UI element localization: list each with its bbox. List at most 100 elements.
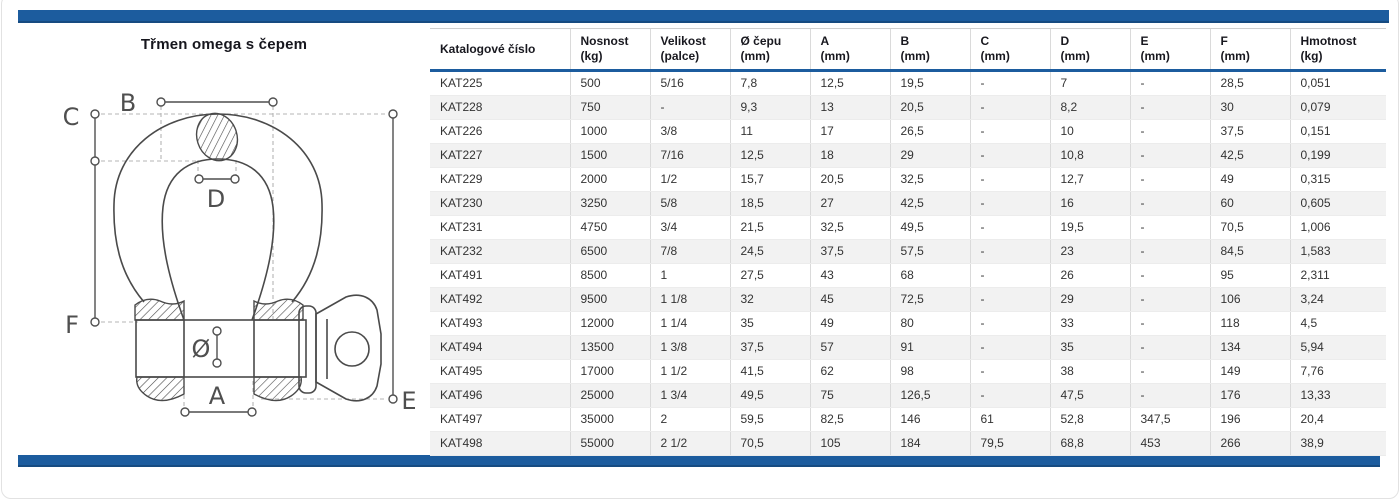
table-cell: 68,8 (1049, 431, 1130, 456)
table-cell: 82,5 (809, 407, 890, 432)
table-cell: 70,5 (729, 431, 810, 456)
table-cell: 1000 (569, 119, 650, 144)
table-cell: - (1129, 143, 1210, 168)
table-cell: 105 (809, 431, 890, 456)
table-cell: 37,5 (1209, 119, 1290, 144)
table-cell: - (969, 191, 1050, 216)
table-cell: KAT229 (430, 167, 570, 192)
table-cell: 10,8 (1049, 143, 1130, 168)
table-cell: 70,5 (1209, 215, 1290, 240)
table-cell: 4,5 (1289, 311, 1386, 336)
table-cell: KAT225 (430, 70, 570, 96)
table-cell: 45 (809, 287, 890, 312)
table-cell: - (1129, 383, 1210, 408)
table-cell: - (969, 287, 1050, 312)
table-cell: 30 (1209, 95, 1290, 120)
table-cell: 26,5 (889, 119, 970, 144)
table-cell: 80 (889, 311, 970, 336)
spec-table-region: Katalogové číslo Nosnost (kg) Velikost (palc… (430, 28, 1386, 456)
table-cell: 0,199 (1289, 143, 1386, 168)
table-row: KAT496 25000 1 3/4 49,5 75 126,5-47,5-176 13,3… (430, 383, 1386, 408)
dim-label-diameter: Ø (192, 335, 211, 363)
table-cell: 2,311 (1289, 263, 1386, 288)
table-cell: 35 (729, 311, 810, 336)
table-cell: 2 1/2 (649, 431, 730, 456)
table-cell: 49,5 (889, 215, 970, 240)
table-cell: 0,315 (1289, 167, 1386, 192)
table-cell: KAT492 (430, 287, 570, 312)
dim-label-e: E (401, 387, 416, 415)
table-row: KAT498 55000 2 1/2 70,5 105 184 79,5 68,8 453 266… (430, 431, 1386, 456)
table-cell: 17 (809, 119, 890, 144)
column-header: Hmotnost (kg) (1289, 28, 1386, 72)
table-cell: 7/8 (649, 239, 730, 264)
table-cell: - (969, 383, 1050, 408)
table-cell: - (969, 311, 1050, 336)
table-row: KAT493 12000 1 1/4 35 49 80-33-118 4,5 (430, 311, 1386, 336)
table-cell: - (1129, 215, 1210, 240)
table-cell: 0,605 (1289, 191, 1386, 216)
table-cell: 3250 (569, 191, 650, 216)
table-cell: 5,94 (1289, 335, 1386, 360)
table-row: KAT497 35000 2 59,5 82,5 146 61 52,8 347,5 196 20,… (430, 407, 1386, 432)
table-cell: 49 (809, 311, 890, 336)
table-cell: 23 (1049, 239, 1130, 264)
column-header: Katalogové číslo (430, 28, 570, 72)
table-cell: 1 3/8 (649, 335, 730, 360)
table-cell: KAT493 (430, 311, 570, 336)
table-cell: 750 (569, 95, 650, 120)
table-cell: 47,5 (1049, 383, 1130, 408)
table-cell: 184 (889, 431, 970, 456)
column-header: E (mm) (1129, 28, 1210, 72)
table-row: KAT491 8500 1 27,5 43 68-26-95 2,311 (430, 263, 1386, 288)
table-cell: 59,5 (729, 407, 810, 432)
table-row: KAT228 750-9,3 13 20,5-8,2-30 0,079 (430, 95, 1386, 120)
table-cell: 453 (1129, 431, 1210, 456)
table-cell: 20,5 (809, 167, 890, 192)
table-cell: 146 (889, 407, 970, 432)
table-cell: 29 (1049, 287, 1130, 312)
bottom-accent-bar (18, 455, 1380, 467)
table-cell: 91 (889, 335, 970, 360)
column-header: D (mm) (1049, 28, 1130, 72)
table-cell: 1 (649, 263, 730, 288)
table-cell: 49,5 (729, 383, 810, 408)
dim-label-a: A (209, 382, 226, 410)
table-cell: 42,5 (889, 191, 970, 216)
table-cell: 19,5 (889, 70, 970, 96)
table-cell: - (1129, 287, 1210, 312)
table-cell: - (1129, 95, 1210, 120)
table-row: KAT492 9500 1 1/8 32 45 72,5-29-106 3,24 (430, 287, 1386, 312)
table-cell: 32 (729, 287, 810, 312)
table-cell: 32,5 (889, 167, 970, 192)
table-cell: 32,5 (809, 215, 890, 240)
table-cell: 17000 (569, 359, 650, 384)
table-cell: 12000 (569, 311, 650, 336)
table-cell: - (969, 359, 1050, 384)
table-cell: 13,33 (1289, 383, 1386, 408)
table-cell: KAT498 (430, 431, 570, 456)
table-cell: 55000 (569, 431, 650, 456)
column-header: A (mm) (809, 28, 890, 72)
table-cell: 20,4 (1289, 407, 1386, 432)
table-cell: 20,5 (889, 95, 970, 120)
table-row: KAT230 3250 5/8 18,5 27 42,5-16-60 0,605 (430, 191, 1386, 216)
table-row: KAT231 4750 3/4 21,5 32,5 49,5-19,5-70,5 1,006 (430, 215, 1386, 240)
table-cell: - (969, 335, 1050, 360)
table-cell: 7/16 (649, 143, 730, 168)
table-cell: 4750 (569, 215, 650, 240)
table-cell: 26 (1049, 263, 1130, 288)
column-header: C (mm) (969, 28, 1050, 72)
table-cell: 500 (569, 70, 650, 96)
table-cell: 52,8 (1049, 407, 1130, 432)
table-cell: 8,2 (1049, 95, 1130, 120)
table-cell: KAT494 (430, 335, 570, 360)
table-cell: 176 (1209, 383, 1290, 408)
table-cell: 266 (1209, 431, 1290, 456)
table-row: KAT495 17000 1 1/2 41,5 62 98-38-149 7,76 (430, 359, 1386, 384)
top-accent-bar (18, 10, 1389, 23)
table-cell: 5/16 (649, 70, 730, 96)
spec-table: Katalogové číslo Nosnost (kg) Velikost (palc… (430, 28, 1386, 456)
table-cell: 0,051 (1289, 70, 1386, 96)
table-cell: 3/8 (649, 119, 730, 144)
